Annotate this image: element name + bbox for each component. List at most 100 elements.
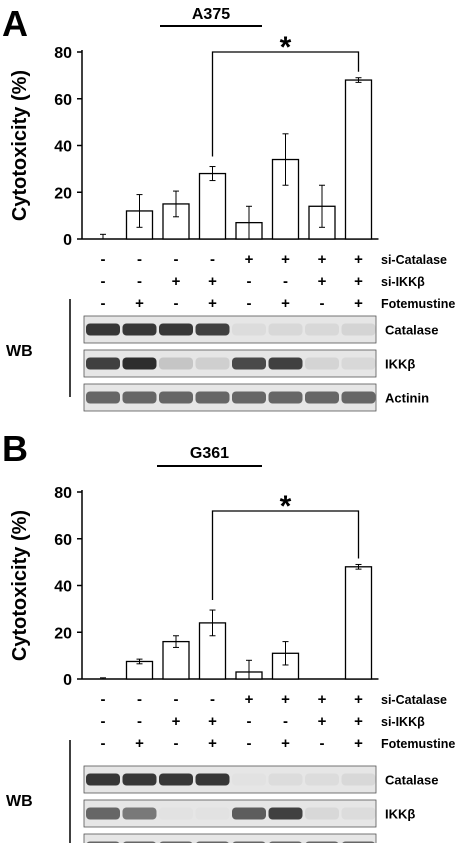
treatment-sign: - [247,273,252,290]
band-label: Catalase [385,773,438,788]
blot-band [232,391,266,404]
y-tick-label: 0 [63,232,72,249]
treatment-sign: - [247,713,252,730]
blot-strip [83,833,377,843]
blot-band [86,323,120,336]
band-label: Actinin [385,841,429,843]
wb-label: WB [6,343,33,360]
treatment-sign: - [101,295,106,312]
treatment-sign: + [354,251,363,268]
y-tick-label: 20 [54,625,72,642]
significance-star: * [280,490,292,523]
blot-band [195,807,230,820]
blot-band [159,773,193,786]
blot-band [159,357,193,370]
blot-band [341,807,376,820]
cell-line-title: G361 [190,445,229,462]
treatment-label: Fotemustine [381,737,455,751]
blot-band [305,323,339,336]
treatment-sign: - [210,251,215,268]
significance-bracket [211,510,360,601]
treatment-label: si-IKKβ [381,715,425,729]
blot-band [305,357,339,370]
treatment-sign: + [354,691,363,708]
y-tick-label: 60 [54,532,72,549]
treatment-sign: + [172,273,181,290]
blot-band [305,807,339,820]
treatment-sign: - [137,713,142,730]
blot-band [122,773,157,786]
cell-line-title: A375 [192,6,230,23]
blot-band [232,357,266,370]
blot-band [268,323,303,336]
treatment-sign: - [247,295,252,312]
treatment-sign: - [283,713,288,730]
y-tick-label: 60 [54,92,72,109]
blot-band [159,323,193,336]
treatment-sign: - [174,251,179,268]
treatment-sign: - [320,295,325,312]
y-axis-title: Cytotoxicity (%) [9,510,31,661]
blot-band [268,357,303,370]
blot-band [195,357,230,370]
blot-band [86,357,120,370]
band-label: Actinin [385,391,429,406]
blot-band [341,391,376,404]
blot-band [341,323,376,336]
blot-band [86,807,120,820]
treatment-sign: + [135,295,144,312]
y-tick-label: 40 [54,139,72,156]
panel-a: A A375 Cytotoxicity (%) 0 20 40 60 80 * - - - - + + + + s… [2,3,455,412]
treatment-sign: - [174,295,179,312]
blot-band [195,391,230,404]
y-tick-label: 0 [63,672,72,689]
treatment-sign: + [354,713,363,730]
blot-band [195,773,230,786]
blot-band [268,807,303,820]
treatment-sign: - [101,713,106,730]
treatment-sign: + [208,295,217,312]
y-tick-label: 80 [54,45,72,62]
blot-band [268,773,303,786]
y-tick-label: 20 [54,185,72,202]
treatment-sign: - [137,691,142,708]
blot-band [232,807,266,820]
significance-bracket [211,51,360,157]
blot-band [341,773,376,786]
panel-b: B G361 Cytotoxicity (%) 0 20 40 60 80 * - - - - + + + + s… [2,428,455,843]
band-label: IKKβ [385,807,415,822]
y-tick-label: 40 [54,579,72,596]
treatment-sign: + [172,713,181,730]
treatment-sign: + [354,273,363,290]
band-label: IKKβ [385,357,415,372]
treatment-sign: + [354,295,363,312]
blot-band [232,323,266,336]
y-tick-label: 80 [54,485,72,502]
blot-band [305,391,339,404]
treatment-sign: + [318,691,327,708]
treatment-sign: - [247,735,252,752]
treatment-sign: + [318,273,327,290]
treatment-sign: + [281,735,290,752]
treatment-sign: + [318,251,327,268]
treatment-sign: + [208,273,217,290]
panel-letter: B [2,428,28,469]
wb-label: WB [6,793,33,810]
treatment-sign: + [245,691,254,708]
treatment-sign: - [101,273,106,290]
blot-band [268,391,303,404]
treatment-label: Fotemustine [381,297,455,311]
treatment-sign: - [320,735,325,752]
bar [344,566,373,680]
blot-band [195,323,230,336]
treatment-sign: - [101,251,106,268]
blot-band [159,391,193,404]
treatment-sign: - [101,691,106,708]
treatment-label: si-IKKβ [381,275,425,289]
treatment-sign: - [174,691,179,708]
treatment-sign: + [354,735,363,752]
blot-band [122,391,157,404]
treatment-sign: + [135,735,144,752]
treatment-label: si-Catalase [381,253,447,267]
